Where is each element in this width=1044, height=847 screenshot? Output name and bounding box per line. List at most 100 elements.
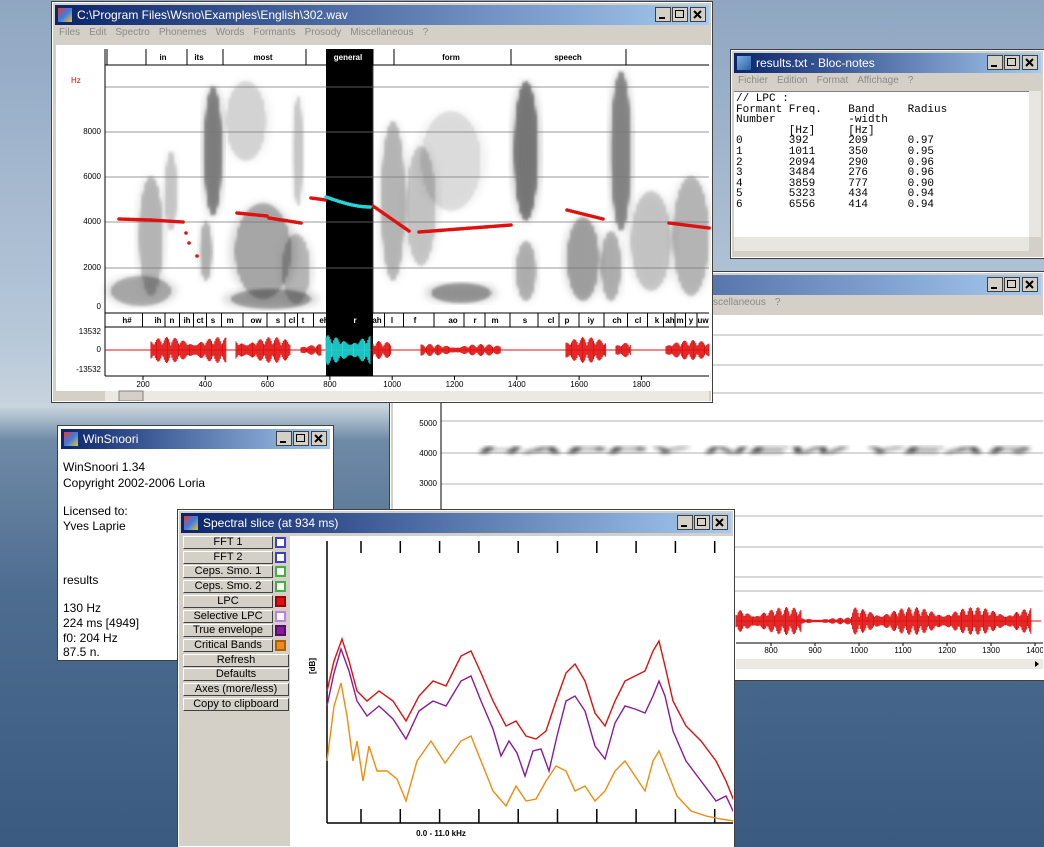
menu-bar: Files Edit Spectro Phonemes Words Formants Pro… [59, 27, 437, 38]
phoneme-label: p [565, 316, 570, 325]
spectrogram-energy [204, 86, 222, 216]
time-label: 1100 [894, 646, 912, 655]
title-bar: Spectral slice (at 934 ms) [181, 513, 731, 533]
button[interactable]: FFT 2 [183, 551, 273, 564]
spectral-slice-window: [dB]0.0 - 11.0 kHz Spectral slice (at 93… [178, 510, 734, 847]
phoneme-label: k [655, 316, 660, 325]
scroll-thumb[interactable] [119, 391, 143, 401]
color-swatch[interactable] [275, 640, 286, 651]
window-button[interactable] [1005, 278, 1020, 292]
formant-point [601, 217, 605, 221]
app-icon [58, 8, 72, 22]
window-controls[interactable] [987, 55, 1039, 71]
phoneme-label: ih [154, 316, 161, 325]
status-line: 224 ms [4949] [63, 616, 139, 630]
button[interactable]: True envelope [183, 624, 273, 637]
x-axis-label: 0.0 - 11.0 kHz [416, 829, 466, 838]
spectrogram-energy [601, 231, 621, 301]
window-title: WinSnoori [83, 432, 138, 446]
word-label: in [159, 53, 166, 62]
about-line: Yves Laprie [63, 519, 126, 533]
menu-item[interactable]: ? [908, 75, 914, 86]
freq-label: 4000 [83, 217, 101, 226]
formant-point [299, 221, 303, 225]
menu-item[interactable]: Edit [89, 27, 106, 38]
phoneme-label: m [676, 316, 683, 325]
window-button[interactable] [673, 8, 688, 22]
formant-point [181, 220, 185, 224]
menu-item[interactable]: Spectro [115, 27, 149, 38]
window-controls[interactable] [987, 277, 1039, 293]
formant-point [707, 226, 711, 230]
button[interactable]: Defaults [183, 668, 289, 681]
title-bar: C:\Program Files\Wsno\Examples\English\3… [55, 5, 709, 25]
menu-item[interactable]: Files [59, 27, 80, 38]
menu-item[interactable]: Words [216, 27, 245, 38]
horizontal-scrollbar[interactable] [736, 659, 1043, 669]
time-label: 900 [808, 646, 822, 655]
time-label: 1200 [938, 646, 956, 655]
color-swatch[interactable] [275, 566, 286, 577]
time-label: 1400 [1026, 646, 1044, 655]
menu-item[interactable]: ? [775, 297, 781, 308]
window-button[interactable] [988, 56, 1003, 70]
amplitude-label: -13532 [76, 365, 101, 374]
window-controls[interactable] [677, 515, 729, 531]
menu-item[interactable]: scellaneous [713, 297, 766, 308]
phoneme-label: eh [319, 316, 328, 325]
button[interactable]: Critical Bands [183, 639, 273, 652]
window-title: Spectral slice (at 934 ms) [203, 516, 338, 530]
menu-item[interactable]: ? [423, 27, 429, 38]
button[interactable]: Ceps. Smo. 2 [183, 580, 273, 593]
window-button[interactable] [695, 516, 710, 530]
status-line: results [63, 573, 98, 587]
time-label: 1200 [446, 380, 464, 389]
menu-item[interactable]: Edition [777, 75, 808, 86]
menu-item[interactable]: Fichier [738, 75, 768, 86]
window-controls[interactable] [276, 431, 328, 447]
button[interactable]: Selective LPC [183, 610, 273, 623]
formant-point [184, 231, 188, 235]
button[interactable]: Ceps. Smo. 1 [183, 565, 273, 578]
notepad-window: results.txt - Bloc-notes FichierEditionF… [731, 50, 1044, 258]
window-button[interactable] [988, 278, 1003, 292]
phoneme-label: r [353, 316, 356, 325]
menu-item[interactable]: Miscellaneous [350, 27, 413, 38]
color-swatch[interactable] [275, 552, 286, 563]
window-button[interactable] [678, 516, 693, 530]
menu-item[interactable]: Affichage [857, 75, 899, 86]
phoneme-label: f [414, 316, 417, 325]
app-icon [737, 56, 751, 70]
window-button[interactable] [656, 8, 671, 22]
phoneme-label: cl [635, 316, 642, 325]
color-swatch[interactable] [275, 537, 286, 548]
freq-label: 6000 [83, 172, 101, 181]
button[interactable]: FFT 1 [183, 536, 273, 549]
about-line: Licensed to: [63, 504, 128, 518]
color-swatch[interactable] [275, 596, 286, 607]
formant-point [509, 223, 513, 227]
window-controls[interactable] [655, 7, 707, 23]
menu-item[interactable]: Formants [253, 27, 295, 38]
window-button[interactable] [1005, 56, 1020, 70]
button[interactable]: Refresh [183, 654, 289, 667]
spectrogram-energy [567, 217, 599, 301]
horizontal-scrollbar[interactable] [734, 237, 1029, 251]
window-button[interactable] [294, 432, 309, 446]
color-swatch[interactable] [275, 611, 286, 622]
spectrogram-energy [421, 111, 481, 211]
button[interactable]: Axes (more/less) [183, 683, 289, 696]
vertical-scrollbar[interactable] [1029, 91, 1041, 237]
color-swatch[interactable] [275, 625, 286, 636]
phoneme-label: s [211, 316, 216, 325]
menu-item[interactable]: Prosody [305, 27, 342, 38]
button[interactable]: LPC [183, 595, 273, 608]
color-swatch[interactable] [275, 581, 286, 592]
button[interactable]: Copy to clipboard [183, 698, 289, 711]
menu-item[interactable]: Phonemes [159, 27, 207, 38]
horizontal-scrollbar[interactable] [105, 391, 709, 401]
window-button[interactable] [277, 432, 292, 446]
menu-item[interactable]: Format [817, 75, 849, 86]
